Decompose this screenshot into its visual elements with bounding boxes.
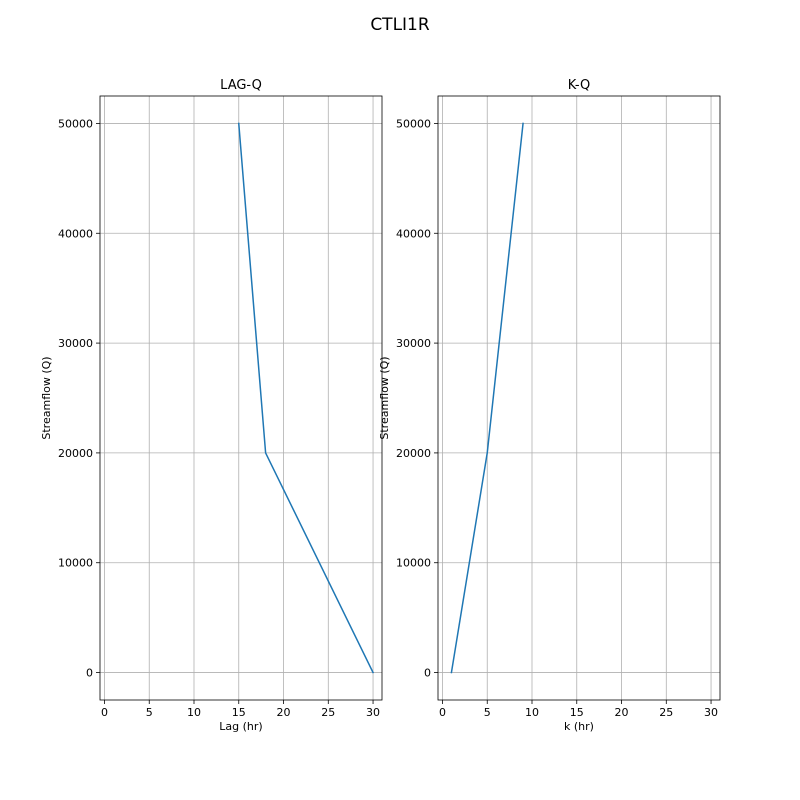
k-q-ytick-label-2: 20000 (396, 447, 431, 460)
lag-q-xtick-label-0: 0 (101, 706, 108, 719)
lag-q-xtick-label-4: 20 (277, 706, 291, 719)
lag-q-xlabel: Lag (hr) (219, 720, 262, 733)
lag-q-xtick-label-2: 10 (187, 706, 201, 719)
k-q-ticks: 0 5 10 15 20 25 30 0 10000 20000 30000 40000 50000 (396, 117, 718, 719)
k-q-grid (438, 96, 720, 700)
k-q-xtick-label-4: 20 (615, 706, 629, 719)
subplot-lag-q: 0 5 10 15 20 25 30 0 10000 20000 30000 40000 50000 L… (40, 78, 383, 733)
k-q-ytick-label-4: 40000 (396, 227, 431, 240)
lag-q-ytick-label-1: 10000 (58, 557, 93, 570)
k-q-ylabel: Streamflow (Q) (378, 356, 391, 439)
lag-q-ylabel: Streamflow (Q) (40, 356, 53, 439)
k-q-title: K-Q (568, 78, 591, 93)
lag-q-xtick-label-1: 5 (146, 706, 153, 719)
k-q-xtick-label-0: 0 (439, 706, 446, 719)
lag-q-title: LAG-Q (220, 78, 262, 93)
lag-q-ytick-label-3: 30000 (58, 337, 93, 350)
k-q-spine (437, 95, 721, 701)
lag-q-ytick-label-2: 20000 (58, 447, 93, 460)
lag-q-xtick-label-6: 30 (366, 706, 380, 719)
k-q-xtick-label-3: 15 (570, 706, 584, 719)
k-q-xtick-label-2: 10 (525, 706, 539, 719)
k-q-line (450, 122, 524, 674)
lag-q-xtick-label-5: 25 (321, 706, 335, 719)
lag-q-ytick-label-0: 0 (86, 667, 93, 680)
lag-q-spine (99, 95, 383, 701)
lag-q-ytick-label-5: 50000 (58, 117, 93, 130)
subplot-k-q: 0 5 10 15 20 25 30 0 10000 20000 30000 40000 50000 K… (378, 78, 721, 733)
lag-q-ytick-label-4: 40000 (58, 227, 93, 240)
k-q-xtick-label-5: 25 (659, 706, 673, 719)
lag-q-line (237, 122, 375, 674)
lag-q-grid (100, 96, 382, 700)
k-q-xlabel: k (hr) (564, 720, 594, 733)
k-q-xtick-label-1: 5 (484, 706, 491, 719)
k-q-ytick-label-5: 50000 (396, 117, 431, 130)
lag-q-xtick-label-3: 15 (232, 706, 246, 719)
k-q-ytick-label-1: 10000 (396, 557, 431, 570)
lag-q-ticks: 0 5 10 15 20 25 30 0 10000 20000 30000 40000 50000 (58, 117, 380, 719)
k-q-ytick-label-3: 30000 (396, 337, 431, 350)
k-q-xtick-label-6: 30 (704, 706, 718, 719)
figure-title: CTLI1R (370, 15, 430, 35)
k-q-ytick-label-0: 0 (424, 667, 431, 680)
